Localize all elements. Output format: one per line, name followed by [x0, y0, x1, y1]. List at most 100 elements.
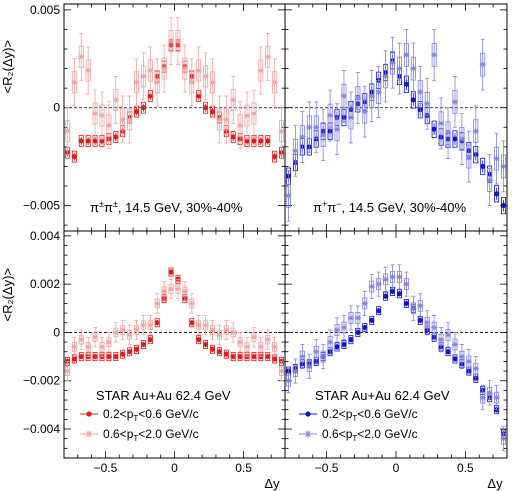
data-point-star: [465, 153, 472, 160]
data-point-star: [438, 336, 445, 343]
data-point-star: [209, 327, 216, 334]
y-tick-label: −0.005: [23, 199, 60, 213]
panel-frame-bottom-right: [284, 230, 508, 459]
data-point-star: [354, 94, 361, 101]
data-point-dot: [403, 81, 409, 87]
data-point-star: [354, 314, 361, 321]
data-point-star: [271, 343, 278, 350]
data-point-dot: [258, 138, 264, 144]
y-tick-label: 0: [53, 325, 60, 339]
legend-item-filled-right: 0.2<pT<0.6 GeV/c: [299, 407, 418, 423]
data-point-dot: [85, 138, 91, 144]
data-point-star: [313, 348, 320, 355]
data-point-star: [403, 51, 410, 58]
data-point-star: [375, 281, 382, 288]
data-point-dot: [71, 154, 77, 160]
data-point-star: [92, 110, 99, 117]
annotation-top-left: π±π±, 14.5 GeV, 30%-40%: [90, 199, 243, 215]
panel-top-left: −0.005 0 0.005: [23, 3, 286, 231]
data-point-dot: [417, 317, 423, 323]
data-point-star: [292, 368, 299, 375]
data-point-star: [85, 343, 92, 350]
data-point-star: [105, 122, 112, 129]
data-point-dot: [113, 134, 119, 140]
data-point-star: [479, 394, 486, 401]
data-point-star: [493, 394, 500, 401]
data-point-star: [85, 67, 92, 74]
data-point-star: [230, 96, 237, 103]
panel-bottom-right: −0.5 0 0.5: [284, 231, 508, 475]
data-point-star: [334, 327, 341, 334]
data-point-star: [154, 300, 161, 307]
data-point-star: [181, 65, 188, 72]
legend-label-open-left: 0.6<pT<2.0 GeV/c: [103, 427, 199, 443]
data-point-star: [375, 89, 382, 96]
data-point-star: [168, 285, 175, 292]
data-point-dot: [147, 337, 153, 343]
data-point-dot: [106, 354, 112, 360]
data-point-dot: [120, 351, 126, 357]
data-point-star: [140, 322, 147, 329]
data-point-star: [181, 288, 188, 295]
data-point-star: [438, 120, 445, 127]
data-point-star: [368, 92, 375, 99]
data-point-star: [313, 124, 320, 131]
data-point-dot: [209, 109, 215, 115]
data-point-star: [500, 435, 507, 442]
data-point-dot: [134, 346, 140, 352]
legend-label-filled-right: 0.2<pT<0.6 GeV/c: [322, 407, 418, 423]
data-point-star: [493, 155, 500, 162]
data-point-star: [195, 322, 202, 329]
data-point-star: [126, 331, 133, 338]
data-point-star: [216, 331, 223, 338]
data-point-star: [500, 163, 507, 170]
data-point-star: [78, 336, 85, 343]
data-point-dot: [383, 293, 389, 299]
data-point-dot: [452, 356, 458, 362]
data-point-dot: [341, 342, 347, 347]
data-point-star: [285, 192, 292, 199]
data-point-star: [257, 67, 264, 74]
y-tick-label: −0.002: [23, 374, 60, 388]
data-point-dot: [140, 342, 146, 347]
data-point-star: [174, 38, 181, 45]
data-point-dot: [223, 351, 229, 357]
y-tick-label: 0.004: [30, 229, 60, 243]
legend-marker-filled-right: [305, 411, 311, 417]
data-point-star: [161, 288, 168, 295]
data-point-dot: [203, 105, 209, 111]
series-low-pt: [64, 267, 285, 366]
data-point-dot: [203, 342, 209, 347]
data-point-star: [278, 368, 285, 375]
data-point-star: [223, 327, 230, 334]
data-point-star: [479, 61, 486, 68]
data-point-star: [347, 314, 354, 321]
data-point-dot: [237, 354, 243, 360]
legend-label-filled-left: 0.2<pT<0.6 GeV/c: [103, 407, 199, 423]
data-point-star: [368, 283, 375, 290]
data-point-dot: [445, 349, 451, 355]
data-point-star: [264, 336, 271, 343]
x-tick-label: −0.5: [315, 461, 339, 475]
data-point-dot: [272, 356, 278, 362]
data-point-star: [188, 79, 195, 86]
data-point-dot: [265, 138, 271, 144]
data-point-star: [133, 327, 140, 334]
x-tick-label: −0.5: [94, 461, 118, 475]
data-point-dot: [147, 93, 153, 99]
data-point-star: [410, 65, 417, 72]
data-point-star: [64, 368, 71, 375]
y-tick-label: 0: [53, 101, 60, 115]
data-point-star: [458, 136, 465, 143]
data-point-star: [278, 128, 285, 135]
data-point-star: [451, 341, 458, 348]
data-point-dot: [168, 269, 174, 275]
legend-item-open-right: 0.6<pT<2.0 GeV/c: [299, 427, 418, 443]
data-point-star: [126, 116, 133, 123]
plot-layer: −0.005 0 0.005 −0.004 −0.002 0 0.002 0.004 −0.5 0…: [23, 3, 508, 475]
data-point-star: [168, 38, 175, 45]
data-point-star: [299, 353, 306, 360]
data-point-star: [445, 130, 452, 137]
data-point-star: [424, 100, 431, 107]
